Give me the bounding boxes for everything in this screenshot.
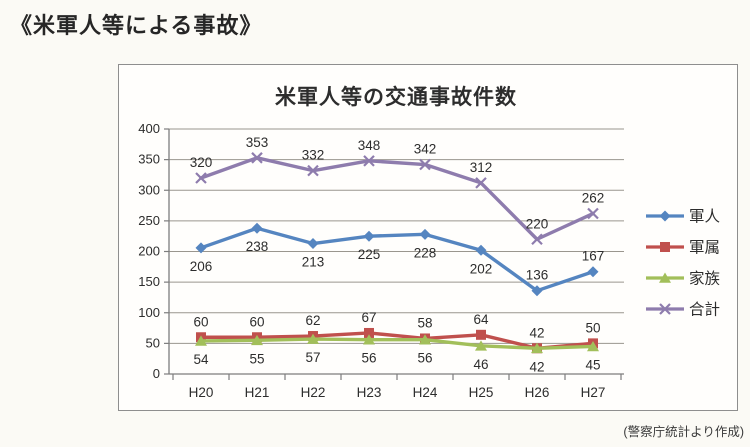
series-marker [364,327,374,338]
series-line [199,337,595,350]
data-label: 42 [529,325,544,340]
data-label: 353 [246,135,269,150]
data-label: 332 [302,148,325,163]
series-marker [419,158,431,171]
data-label: 213 [302,255,325,270]
series-marker [251,334,263,346]
series-marker [475,177,487,189]
series-marker [531,233,543,246]
series-marker [587,340,599,352]
data-label: 60 [193,314,208,329]
data-label: 238 [246,239,269,254]
series-marker [307,238,319,250]
x-axis-label: H25 [469,385,494,400]
series-marker [531,285,543,297]
x-axis-label: H27 [581,385,606,400]
data-label: 60 [249,314,264,329]
legend-item: 家族 [646,270,720,288]
legend-label: 軍属 [689,240,720,257]
data-label: 55 [249,351,264,366]
y-axis-label: 250 [138,213,160,228]
data-label: 202 [470,261,493,276]
data-label: 56 [417,351,432,366]
x-axis-label: H26 [525,385,550,400]
series-marker [659,303,671,315]
y-axis-label: 300 [138,182,160,197]
series-marker [660,242,670,252]
series-marker [195,242,207,254]
data-label: 54 [193,352,209,367]
series-marker [659,272,671,283]
legend-item: 軍人 [646,208,720,226]
series-marker [195,172,207,184]
legend-label: 家族 [689,270,720,288]
legend-item: 合計 [646,301,720,319]
series-marker [363,334,375,345]
data-label: 64 [473,312,489,327]
series-marker [307,164,319,177]
x-axis-label: H24 [413,385,438,400]
data-label: 50 [585,320,600,335]
y-axis-label: 50 [146,335,160,350]
series-marker [476,329,486,340]
data-label: 136 [526,268,549,283]
series-marker [363,230,375,242]
series-marker [475,340,487,351]
data-label: 58 [417,315,432,330]
x-axis-label: H22 [301,385,326,400]
y-axis-label: 150 [138,274,160,289]
data-label: 348 [358,138,381,153]
y-axis-label: 0 [153,366,160,381]
page-title: 《米軍人等による事故》 [10,13,263,38]
data-label: 342 [414,142,437,157]
data-label: 167 [582,249,605,264]
chart-frame: 米軍人等の交通事故件数 0 50 100 150 200 250 300 350 400 H20 H2… [118,64,738,411]
series-line [199,226,595,293]
series-line [199,156,595,241]
data-label: 312 [470,160,493,175]
data-label: 57 [305,350,320,365]
series-marker [363,155,375,167]
data-label: 228 [414,245,437,260]
series-marker [195,335,207,346]
series-marker [531,342,543,354]
data-label: 46 [473,357,488,372]
series-marker [251,222,263,234]
series-marker [659,210,671,222]
legend-label: 合計 [689,301,720,319]
data-label: 56 [361,351,376,366]
y-axis-label: 400 [138,121,160,136]
data-label: 45 [585,357,600,372]
series-marker [475,244,487,256]
data-label: 42 [529,359,544,374]
data-label: 225 [358,247,381,262]
series-marker [307,333,319,344]
y-axis-label: 350 [138,152,160,167]
data-label: 320 [190,155,213,170]
line-chart: 米軍人等の交通事故件数 0 50 100 150 200 250 300 350 400 H20 H2… [138,85,720,400]
series-marker [419,334,431,345]
series-marker [587,207,599,220]
x-axis-label: H20 [189,385,214,400]
x-axis-label: H21 [245,385,270,400]
series-marker [419,228,431,240]
data-label: 220 [526,216,549,231]
data-label: 62 [305,313,320,328]
y-axis-label: 100 [138,305,160,320]
data-label: 67 [361,310,376,325]
chart-title: 米軍人等の交通事故件数 [275,85,517,109]
legend-item: 軍属 [646,240,720,257]
series-marker [251,152,263,164]
data-label: 206 [190,259,213,274]
x-axis-label: H23 [357,385,382,400]
y-axis-label: 200 [138,244,160,259]
series-line [199,331,595,350]
data-label: 262 [582,191,605,206]
series-marker [587,266,599,278]
source-note: (警察庁統計より作成) [623,425,744,439]
legend-label: 軍人 [689,208,720,226]
